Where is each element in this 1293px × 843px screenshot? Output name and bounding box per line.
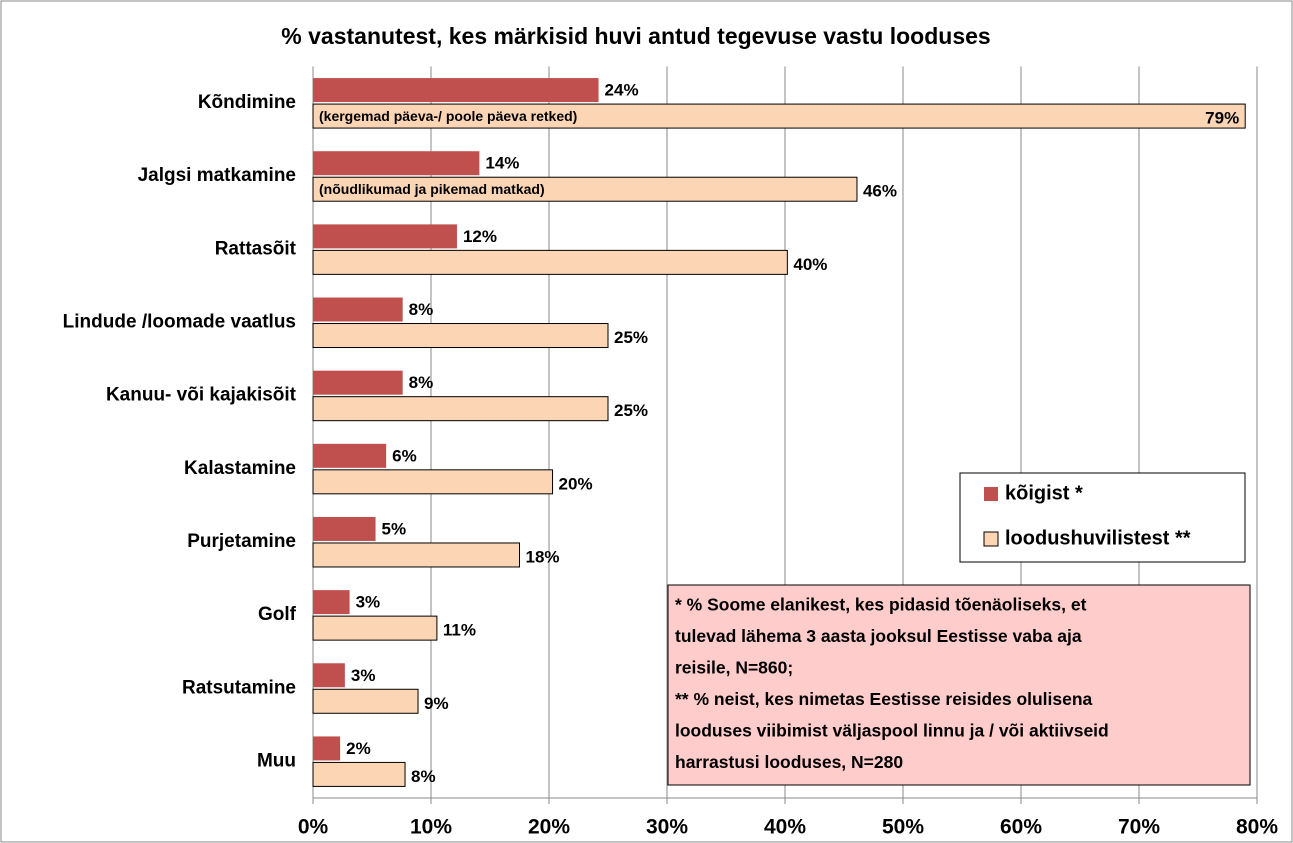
data-label: 8% [409,300,434,319]
bar [312,761,406,787]
legend-label: kõigist * [1005,482,1083,504]
data-label: 25% [614,401,648,420]
data-label: 3% [356,593,381,612]
note-line: tulevad lähema 3 aasta jooksul Eestisse … [675,626,1082,646]
y-tick-label: Rattasõit [215,238,297,259]
note-line: ** % neist, kes nimetas Eestisse reiside… [675,689,1093,709]
y-tick-label: Golf [258,604,297,625]
data-label: 12% [463,227,497,246]
bar [313,151,480,176]
data-label: 9% [424,694,449,713]
bar [312,249,788,275]
data-label: 40% [793,255,827,274]
data-label: 5% [382,519,407,538]
data-label: 25% [614,328,648,347]
data-label: 8% [411,767,436,786]
x-tick-label: 50% [882,816,924,839]
y-tick-label: Purjetamine [187,531,296,552]
bar [313,516,376,541]
note-line: looduses viibimist väljaspool linnu ja /… [675,721,1109,741]
bar [313,370,403,395]
legend-box [959,472,1246,563]
legend-swatch [983,531,999,547]
y-tick-label: Lindude /loomade vaatlus [63,312,296,333]
bar [313,590,350,615]
y-tick-label: Kanuu- või kajakisõit [106,385,297,406]
y-tick-label: Muu [257,750,296,771]
bar [312,469,554,495]
y-tick-label: Jalgsi matkamine [138,165,296,186]
bar [313,663,345,688]
note-box [667,584,1251,786]
bar [313,78,599,103]
legend-label: loodushuvilistest ** [1005,527,1191,549]
bar [312,688,419,714]
data-label: 18% [526,547,560,566]
bar-annotation: (nõudlikumad ja pikemad matkad) [319,181,545,197]
x-tick-label: 30% [646,816,688,839]
data-label: 6% [392,446,417,465]
bar [313,224,457,249]
y-tick-label: Kõndimine [198,92,296,113]
bar [312,542,520,568]
x-tick-label: 0% [298,816,329,839]
legend-swatch [984,487,998,501]
data-label: 8% [409,373,434,392]
bar [312,323,609,349]
x-tick-label: 40% [764,816,806,839]
bar-annotation: (kergemad päeva-/ poole päeva retked) [319,108,577,124]
data-label: 11% [443,621,476,640]
bar [312,396,609,422]
data-label: 3% [351,666,376,685]
chart-title: % vastanutest, kes märkisid huvi antud t… [281,23,990,49]
x-tick-label: 60% [1000,816,1042,839]
x-tick-label: 20% [528,816,570,839]
data-label: 24% [605,81,639,100]
bar [312,615,438,641]
bar [312,176,858,202]
note-line: * % Soome elanikest, kes pidasid tõenäol… [675,595,1087,615]
x-tick-label: 10% [410,816,452,839]
data-label: 46% [863,182,897,201]
data-label: 2% [346,739,371,758]
data-label: 14% [485,154,519,173]
y-tick-label: Kalastamine [184,458,296,479]
note-line: reisile, N=860; [675,658,793,678]
note-line: harrastusi looduses, N=280 [675,752,903,772]
y-tick-label: Ratsutamine [182,677,296,698]
data-label: 79% [1205,109,1239,128]
bar [312,103,1246,129]
data-label: 20% [559,474,593,493]
x-tick-label: 80% [1236,816,1278,839]
bar [313,443,387,468]
bar [313,297,403,322]
bar [313,736,341,761]
x-tick-label: 70% [1118,816,1160,839]
